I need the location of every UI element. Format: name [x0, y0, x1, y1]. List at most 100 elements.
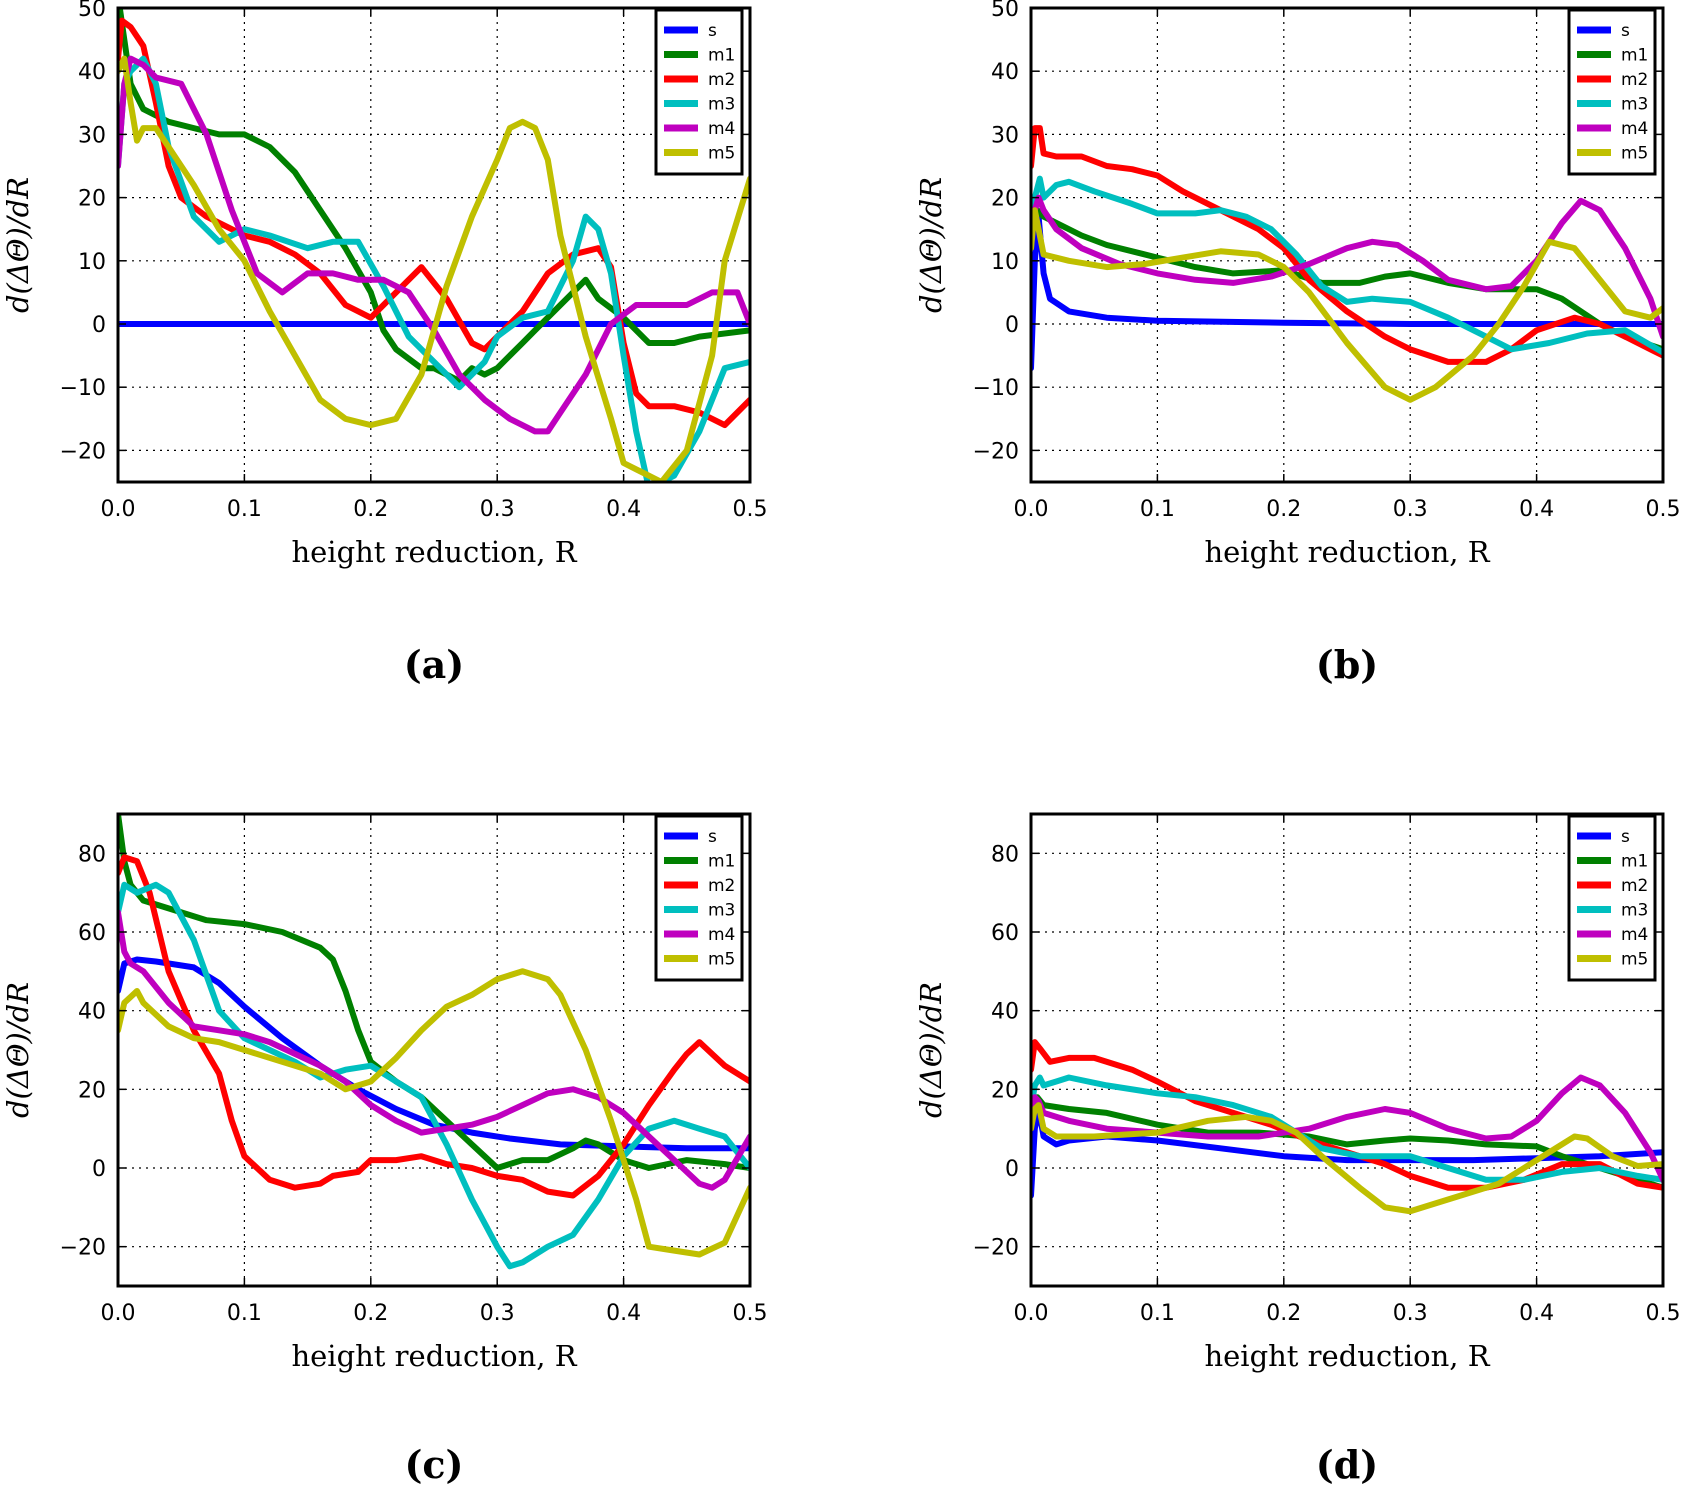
legend: s m1 m2 m3 m4 m5: [1567, 8, 1657, 176]
y-axis: −20 −10 0 10 20 30 40 50: [60, 0, 750, 464]
panel-label: (a): [404, 642, 465, 687]
x-tick-label: 0.0: [101, 1301, 136, 1326]
y-axis-label: d(ΔΘ)/dR: [1, 177, 35, 313]
legend-label-m1: m1: [1621, 46, 1648, 66]
series-group: [1031, 1039, 1663, 1215]
legend-label-m2: m2: [708, 70, 735, 90]
x-tick-label: 0.2: [353, 1301, 388, 1326]
y-tick-label: 0: [92, 313, 106, 338]
y-axis: −20 0 20 40 60 80: [60, 842, 750, 1261]
legend-box: [1567, 814, 1657, 982]
legend-item-m2: m2: [664, 70, 735, 90]
series-line-m4: [118, 909, 750, 1191]
y-tick-label: 40: [991, 1000, 1019, 1025]
plot-frame: [1029, 812, 1665, 1288]
legend-item-s: s: [664, 21, 717, 41]
legend-item-m5: m5: [664, 144, 735, 164]
x-axis: 0.0 0.1 0.2 0.3 0.4 0.5: [1014, 814, 1681, 1326]
y-tick-label: 80: [78, 842, 106, 867]
legend-item-m5: m5: [1577, 950, 1648, 970]
x-tick-label: 0.1: [1140, 497, 1175, 522]
legend: s m1 m2 m3 m4 m5: [654, 814, 744, 982]
x-tick-label: 0.5: [733, 497, 768, 522]
legend-label-m4: m4: [708, 119, 735, 139]
x-tick-label: 0.5: [1646, 497, 1681, 522]
legend-label-m2: m2: [1621, 70, 1648, 90]
y-tick-label: 10: [991, 250, 1019, 275]
legend-item-m2: m2: [664, 876, 735, 896]
y-tick-label: 10: [78, 250, 106, 275]
panel-label: (b): [1316, 642, 1379, 687]
legend-label-s: s: [708, 827, 717, 847]
legend-label-m4: m4: [708, 925, 735, 945]
legend-label-s: s: [708, 21, 717, 41]
legend-item-m3: m3: [664, 95, 735, 115]
panel-label: (c): [404, 1442, 463, 1487]
legend-label-m3: m3: [708, 901, 735, 921]
legend: s m1 m2 m3 m4 m5: [654, 8, 744, 176]
y-tick-label: −20: [973, 439, 1019, 464]
y-tick-label: 80: [991, 842, 1019, 867]
x-tick-label: 0.0: [1014, 497, 1049, 522]
legend-label-m3: m3: [1621, 95, 1648, 115]
y-tick-label: 40: [78, 60, 106, 85]
legend-item-m2: m2: [1577, 70, 1648, 90]
grid: [118, 814, 750, 1286]
x-axis: 0.0 0.1 0.2 0.3 0.4 0.5: [101, 814, 768, 1326]
y-tick-label: 40: [78, 1000, 106, 1025]
x-tick-label: 0.3: [480, 497, 515, 522]
x-tick-label: 0.4: [1519, 497, 1554, 522]
legend-item-s: s: [664, 827, 717, 847]
y-tick-label: −10: [973, 376, 1019, 401]
legend: s m1 m2 m3 m4 m5: [1567, 814, 1657, 982]
legend-item-m1: m1: [1577, 46, 1648, 66]
legend-item-m5: m5: [1577, 144, 1648, 164]
series-line-m5: [1031, 207, 1663, 403]
legend-item-m3: m3: [664, 901, 735, 921]
y-tick-label: 60: [78, 921, 106, 946]
legend-label-m1: m1: [708, 46, 735, 66]
x-tick-label: 0.1: [227, 497, 262, 522]
series-line-m1: [1031, 207, 1663, 353]
x-tick-label: 0.3: [1393, 1301, 1428, 1326]
legend-box: [654, 8, 744, 176]
legend-label-m2: m2: [1621, 876, 1648, 896]
y-tick-label: −10: [60, 376, 106, 401]
y-axis-label: d(ΔΘ)/dR: [914, 177, 948, 313]
series-group: [118, 814, 750, 1270]
legend-label-m3: m3: [708, 95, 735, 115]
legend-box: [1567, 8, 1657, 176]
series-line-m5: [1031, 1102, 1663, 1215]
panel-label: (d): [1316, 1442, 1379, 1487]
series-line-m3: [1031, 175, 1663, 356]
x-tick-label: 0.2: [1266, 1301, 1301, 1326]
y-tick-label: 20: [991, 187, 1019, 212]
y-tick-label: 30: [78, 123, 106, 148]
legend-item-m4: m4: [664, 119, 735, 139]
x-tick-label: 0.1: [1140, 1301, 1175, 1326]
legend-label-m5: m5: [1621, 144, 1648, 164]
y-tick-label: 20: [78, 187, 106, 212]
x-tick-label: 0.0: [1014, 1301, 1049, 1326]
series-group: [118, 8, 750, 482]
chart-panel: 0.0 0.1 0.2 0.3 0.4 0.5 −20 −10 0 10 20 30 40 50 heigh…: [1, 0, 768, 687]
series-line-m2: [118, 17, 750, 429]
plot-frame: [116, 812, 752, 1288]
legend-item-m4: m4: [1577, 925, 1648, 945]
y-tick-label: 20: [991, 1078, 1019, 1103]
legend-item-m1: m1: [664, 46, 735, 66]
x-axis-label: height reduction, R: [1204, 1339, 1490, 1373]
x-axis: 0.0 0.1 0.2 0.3 0.4 0.5: [1014, 8, 1681, 522]
legend-item-m5: m5: [664, 950, 735, 970]
series-line-m3: [118, 881, 750, 1270]
series-group: [1031, 125, 1663, 403]
x-axis: 0.0 0.1 0.2 0.3 0.4 0.5: [101, 8, 768, 522]
y-axis-label: d(ΔΘ)/dR: [914, 982, 948, 1118]
legend-label-m4: m4: [1621, 925, 1648, 945]
x-tick-label: 0.4: [606, 497, 641, 522]
legend-item-m4: m4: [664, 925, 735, 945]
x-axis-label: height reduction, R: [1204, 535, 1490, 569]
legend-label-m1: m1: [1621, 852, 1648, 872]
series-line-m5: [118, 968, 750, 1258]
